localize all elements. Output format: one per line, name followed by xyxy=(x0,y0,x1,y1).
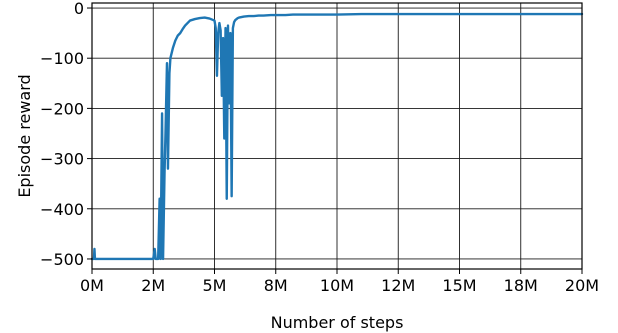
y-tick-label: −300 xyxy=(40,150,84,169)
y-tick-label: −100 xyxy=(40,49,84,68)
x-tick-label: 12M xyxy=(381,276,415,295)
reward-series-line xyxy=(90,12,584,261)
y-tick-label: −200 xyxy=(40,99,84,118)
x-tick-label: 10M xyxy=(320,276,354,295)
x-tick-label: 18M xyxy=(504,276,538,295)
x-tick-label: 15M xyxy=(442,276,476,295)
x-tick-label: 8M xyxy=(264,276,288,295)
axis-ticks: 0M 2M 5M 8M 10M 12M 15M 18M 20M 0 −100 −200 −300 −400… xyxy=(40,0,599,295)
y-axis-title: Episode reward xyxy=(15,74,34,197)
y-tick-label: 0 xyxy=(74,0,84,18)
y-tick-label: −500 xyxy=(40,250,84,269)
x-tick-label: 0M xyxy=(80,276,104,295)
x-axis-title: Number of steps xyxy=(271,313,404,332)
grid xyxy=(91,3,583,269)
x-tick-label: 20M xyxy=(565,276,599,295)
y-tick-label: −400 xyxy=(40,200,84,219)
x-tick-label: 5M xyxy=(203,276,227,295)
series-layer xyxy=(90,12,584,261)
x-tick-label: 2M xyxy=(141,276,165,295)
